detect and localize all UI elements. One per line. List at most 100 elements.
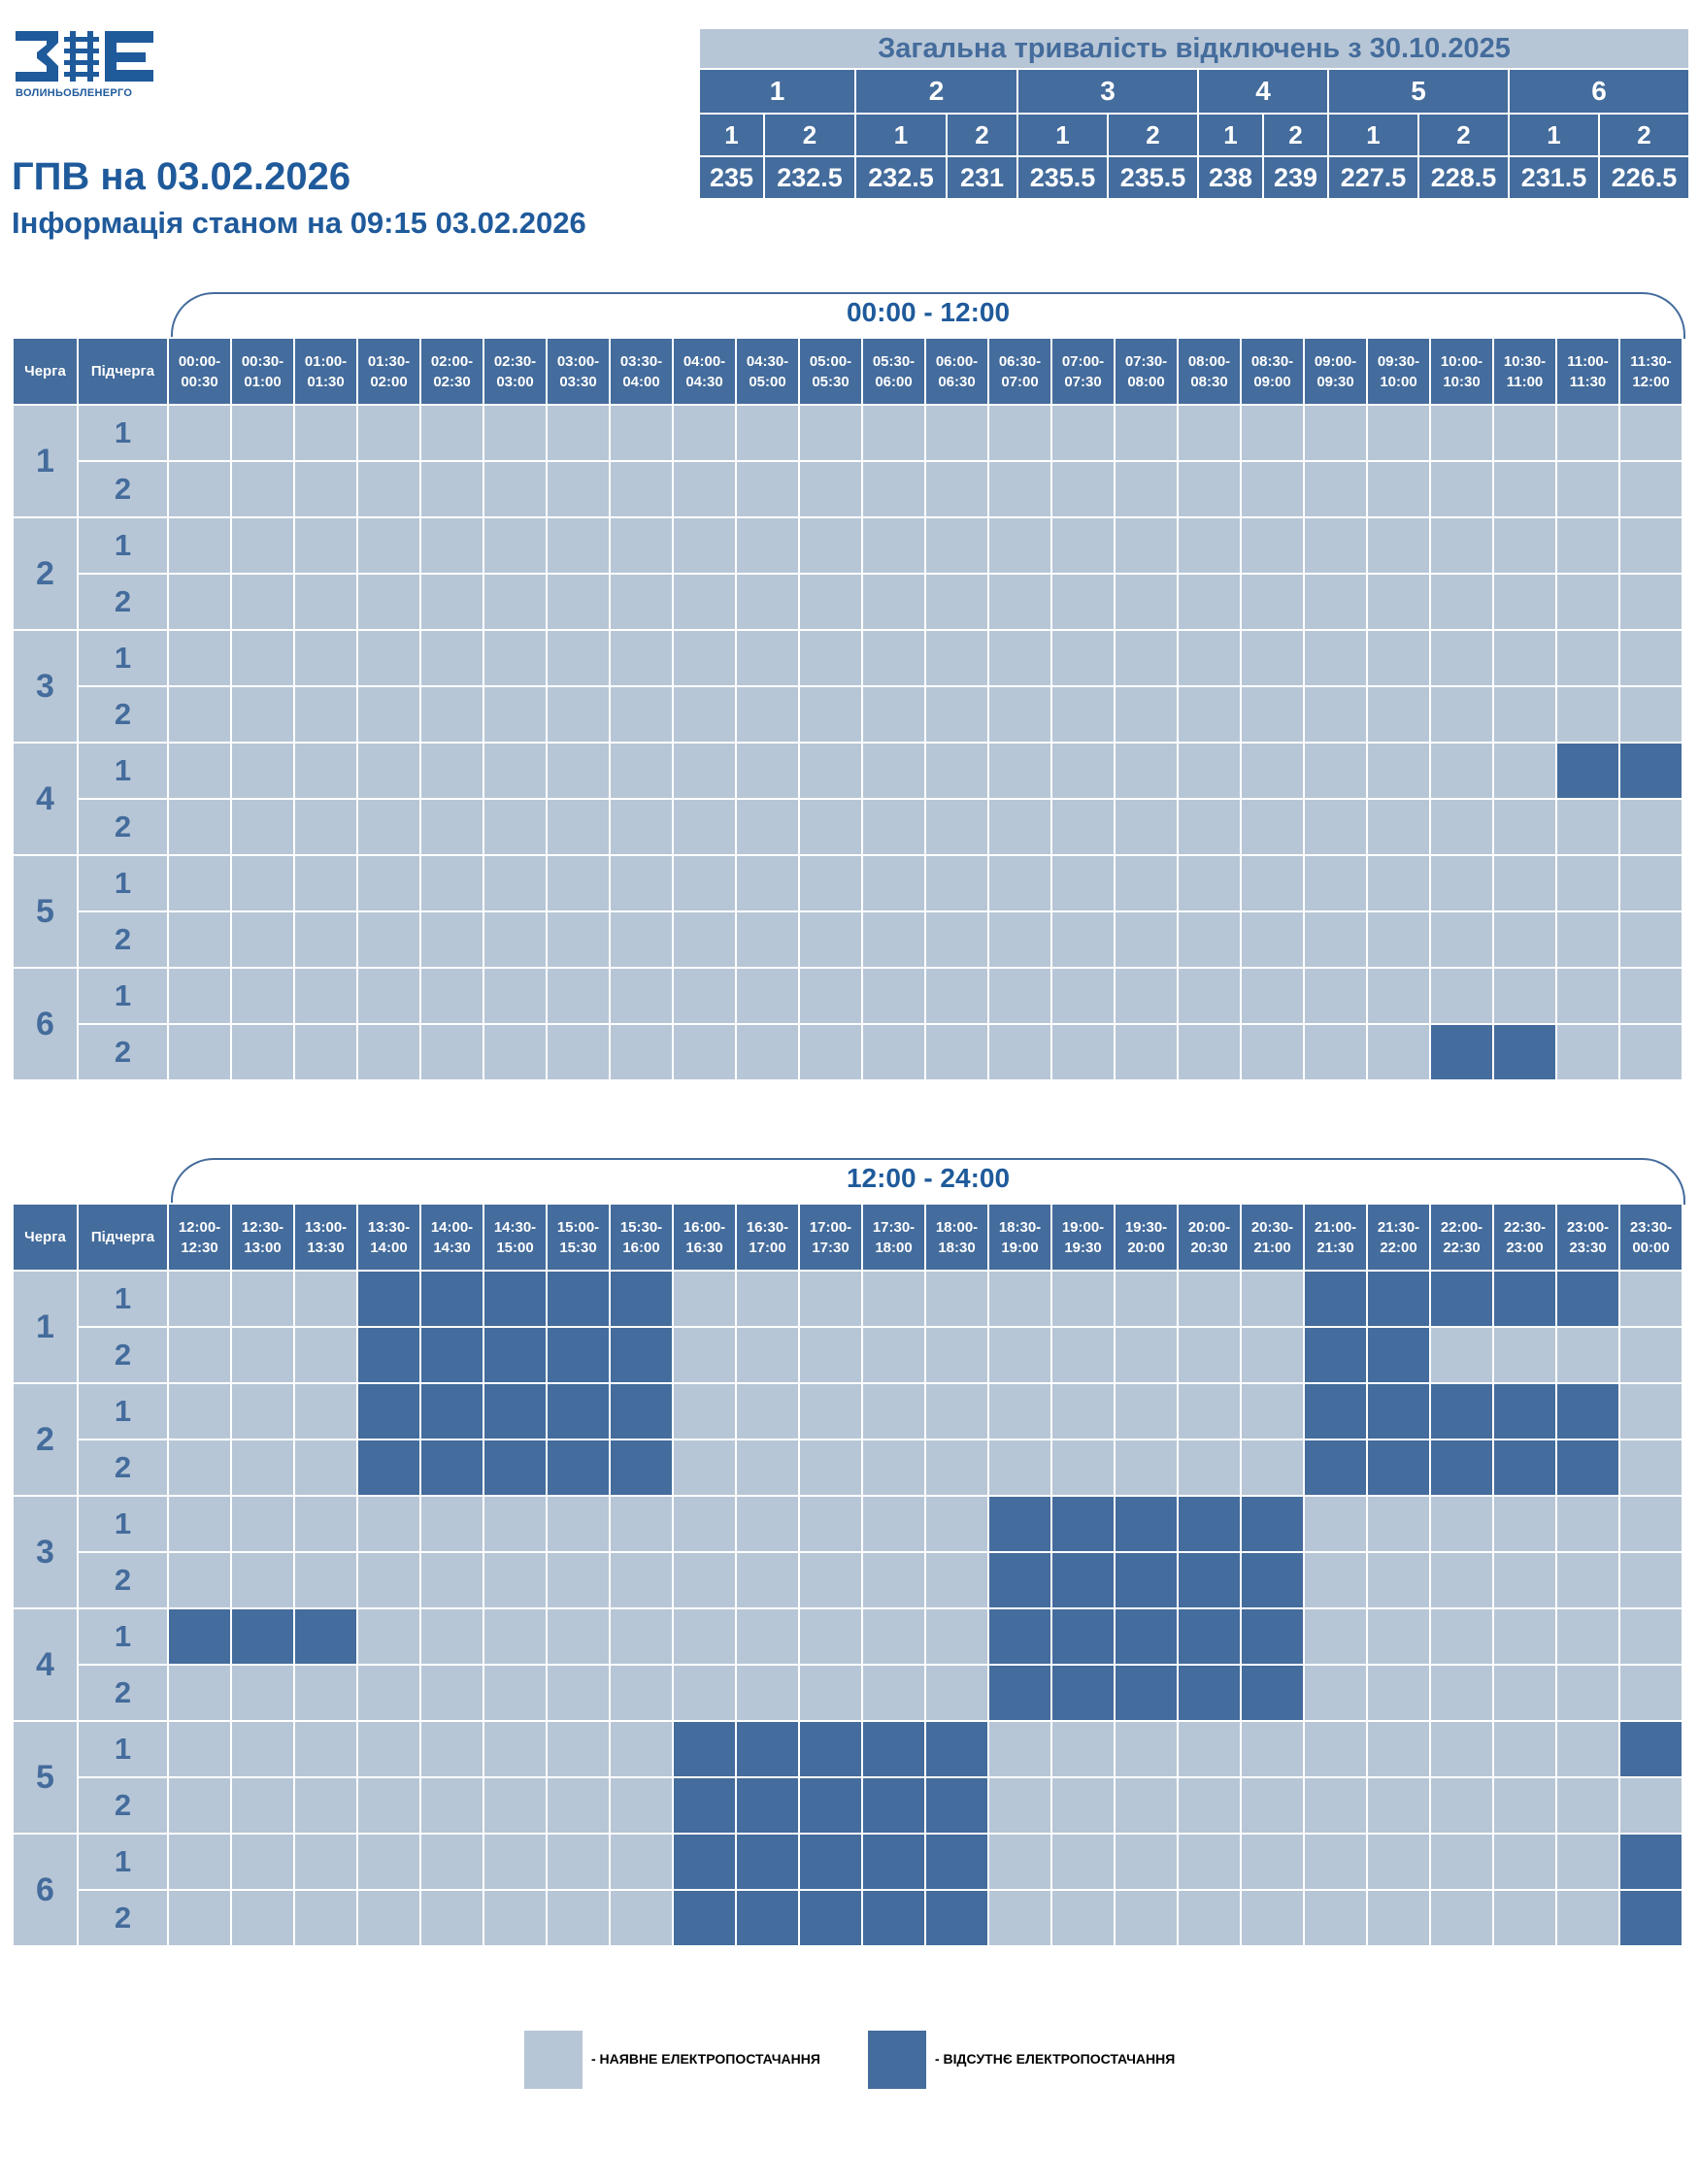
power-cell [672,629,737,687]
power-cell [924,1023,989,1081]
power-cell [546,1495,611,1553]
power-cell [1492,1664,1557,1722]
power-cell [419,629,484,687]
power-cell [1050,1023,1116,1081]
outage-cell [546,1382,611,1440]
power-cell [1618,1551,1683,1609]
power-cell [230,685,295,744]
power-cell [1240,1439,1305,1497]
power-cell [546,742,611,800]
power-cell [1618,1776,1683,1835]
power-cell [1050,1776,1116,1835]
time-slot-header: 16:00- 16:30 [672,1203,737,1272]
power-cell [609,1833,674,1891]
queue-column-header: Черга [12,1203,79,1272]
subqueue-number: 1 [77,854,169,912]
outage-cell [1618,1833,1683,1891]
summary-subqueue-header: 1 [854,113,948,157]
outage-cell [1429,1439,1494,1497]
time-slot-header: 11:30- 12:00 [1618,337,1683,406]
power-cell [1492,629,1557,687]
power-cell [167,1889,232,1947]
outage-cell [546,1270,611,1328]
power-cell [924,1664,989,1722]
outage-cell [1618,742,1683,800]
summary-subqueue-header: 2 [1262,113,1329,157]
power-cell [167,629,232,687]
power-cell [1429,742,1494,800]
outage-cell [1618,1889,1683,1947]
power-cell [798,854,863,912]
power-cell [1492,1551,1557,1609]
subqueue-number: 1 [77,742,169,800]
power-cell [1050,516,1116,575]
outage-cell [672,1720,737,1778]
power-cell [230,404,295,462]
power-cell [1555,854,1620,912]
power-cell [230,1833,295,1891]
power-cell [293,1833,358,1891]
subqueue-number: 2 [77,1776,169,1835]
power-cell [609,460,674,518]
outage-cell [798,1889,863,1947]
power-cell [1366,1833,1431,1891]
outage-cell [1240,1551,1305,1609]
time-slot-header: 11:00- 11:30 [1555,337,1620,406]
power-cell [987,742,1052,800]
schedule-table-morning: Черга Підчерга 00:00- 00:30 00:30- 01:00 01:00… [12,337,1683,1081]
legend-outage-label: - ВІДСУТНЄ ЕЛЕКТРОПОСТАЧАННЯ [935,2051,1176,2067]
power-cell [861,1270,926,1328]
power-cell [1303,516,1368,575]
power-cell [419,1776,484,1835]
power-cell [230,742,295,800]
time-slot-header: 20:00- 20:30 [1177,1203,1242,1272]
summary-subqueue-header: 1 [1197,113,1264,157]
subqueue-number: 2 [77,1551,169,1609]
power-cell [1114,1833,1179,1891]
outage-cell [1114,1607,1179,1666]
subqueue-number: 2 [77,1439,169,1497]
power-cell [609,1720,674,1778]
power-cell [167,573,232,631]
power-cell [483,1776,548,1835]
power-cell [167,1326,232,1384]
power-cell [924,460,989,518]
power-cell [1114,1382,1179,1440]
power-cell [1555,1551,1620,1609]
power-cell [1303,1607,1368,1666]
power-cell [1618,910,1683,969]
power-cell [546,854,611,912]
power-cell [987,404,1052,462]
power-cell [798,1607,863,1666]
outage-cell [672,1833,737,1891]
power-cell [293,573,358,631]
queue-number: 5 [12,1720,79,1835]
schedule-row: 2 [13,910,1683,969]
outage-cell [1177,1607,1242,1666]
subqueue-number: 1 [77,629,169,687]
power-cell [735,1270,800,1328]
power-cell [735,404,800,462]
power-cell [293,1326,358,1384]
power-cell [1177,516,1242,575]
power-cell [609,910,674,969]
power-cell [1114,685,1179,744]
power-cell [1177,1720,1242,1778]
power-cell [419,1023,484,1081]
power-cell [356,742,421,800]
power-cell [483,404,548,462]
power-cell [546,1833,611,1891]
summary-queue-header: 3 [1016,68,1199,115]
schedule-row: 2 [13,1889,1683,1947]
time-slot-header: 14:30- 15:00 [483,1203,548,1272]
power-cell [735,629,800,687]
queue-number: 1 [12,404,79,518]
power-cell [1240,1776,1305,1835]
power-cell [167,1833,232,1891]
power-cell [1177,1326,1242,1384]
power-cell [419,460,484,518]
outage-cell [1177,1495,1242,1553]
outage-cell [293,1607,358,1666]
summary-subqueue-header: 2 [1417,113,1510,157]
